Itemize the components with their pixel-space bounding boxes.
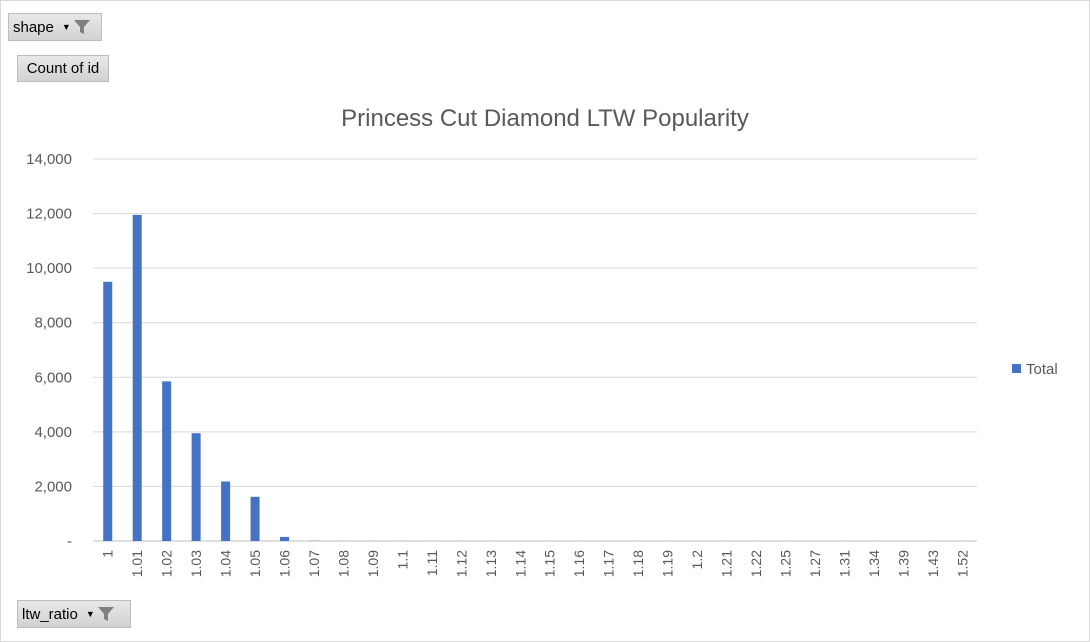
x-tick-label: 1.2 <box>689 550 705 570</box>
shape-filter-control[interactable]: ▼ <box>62 18 91 36</box>
x-tick-label: 1.05 <box>247 550 263 577</box>
dropdown-arrow-icon: ▼ <box>85 608 95 619</box>
y-tick-label: 8,000 <box>34 315 72 332</box>
x-tick-label: 1.1 <box>394 550 410 570</box>
bar <box>191 433 201 541</box>
shape-filter-label: shape <box>13 18 54 36</box>
x-tick-label: 1.11 <box>424 550 440 576</box>
ltw-ratio-axis-button[interactable]: ltw_ratio ▼ <box>17 600 131 628</box>
x-tick-label: 1.13 <box>483 550 499 577</box>
y-tick-label: 14,000 <box>26 151 72 168</box>
x-tick-label: 1.39 <box>895 550 911 577</box>
bar <box>250 496 260 541</box>
y-tick-label: 12,000 <box>26 206 72 223</box>
x-tick-label: 1.01 <box>129 550 145 577</box>
y-tick-label: 4,000 <box>34 424 72 441</box>
x-tick-label: 1.43 <box>925 550 941 577</box>
chart-title: Princess Cut Diamond LTW Popularity <box>341 105 749 132</box>
bar <box>132 214 142 541</box>
ltw-filter-control[interactable]: ▼ <box>86 605 115 623</box>
x-tick-label: 1.52 <box>954 550 970 577</box>
x-tick-label: 1.06 <box>277 550 293 577</box>
x-tick-label: 1.07 <box>306 550 322 577</box>
bar <box>280 536 290 541</box>
x-tick-label: 1.02 <box>159 550 175 577</box>
y-tick-label: 6,000 <box>34 369 72 386</box>
legend-swatch <box>1012 364 1021 373</box>
bar <box>162 381 172 541</box>
x-tick-label: 1.27 <box>807 550 823 577</box>
legend-label: Total <box>1026 361 1058 378</box>
x-axis-ticks: 1 1.01 1.02 1.03 1.04 1.05 1.06 1.07 1.08 1.09 1.1… <box>100 550 971 577</box>
count-of-id-value-button[interactable]: Count of id <box>17 55 109 82</box>
y-tick-label: 2,000 <box>34 478 72 495</box>
y-tick-label: - <box>67 533 72 550</box>
gridlines <box>93 158 977 542</box>
bars <box>103 214 967 541</box>
x-tick-label: 1.19 <box>660 550 676 577</box>
x-tick-label: 1.03 <box>188 550 204 577</box>
x-tick-label: 1 <box>100 550 116 558</box>
x-tick-label: 1.22 <box>748 550 764 577</box>
x-tick-label: 1.16 <box>571 550 587 577</box>
x-tick-label: 1.04 <box>218 550 234 577</box>
y-tick-label: 10,000 <box>26 260 72 277</box>
x-tick-label: 1.25 <box>777 550 793 577</box>
funnel-filter-icon <box>73 20 90 34</box>
x-tick-label: 1.21 <box>719 550 735 577</box>
bar <box>103 281 113 541</box>
legend: Total <box>1012 361 1058 378</box>
x-tick-label: 1.15 <box>542 550 558 577</box>
x-tick-label: 1.31 <box>836 550 852 577</box>
shape-filter-button[interactable]: shape ▼ <box>8 13 102 41</box>
x-tick-label: 1.08 <box>335 550 351 577</box>
x-tick-label: 1.17 <box>601 550 617 577</box>
dropdown-arrow-icon: ▼ <box>61 21 71 32</box>
axis-field-label: ltw_ratio <box>22 605 78 623</box>
bar <box>221 481 231 541</box>
x-tick-label: 1.34 <box>866 550 882 577</box>
funnel-filter-icon <box>97 607 114 621</box>
y-axis-ticks: - 2,000 4,000 6,000 8,000 10,000 12,000 14,000 <box>26 151 72 550</box>
x-tick-label: 1.12 <box>453 550 469 577</box>
x-tick-label: 1.14 <box>512 550 528 577</box>
x-tick-label: 1.18 <box>630 550 646 577</box>
value-field-label: Count of id <box>26 60 100 77</box>
x-tick-label: 1.09 <box>365 550 381 577</box>
